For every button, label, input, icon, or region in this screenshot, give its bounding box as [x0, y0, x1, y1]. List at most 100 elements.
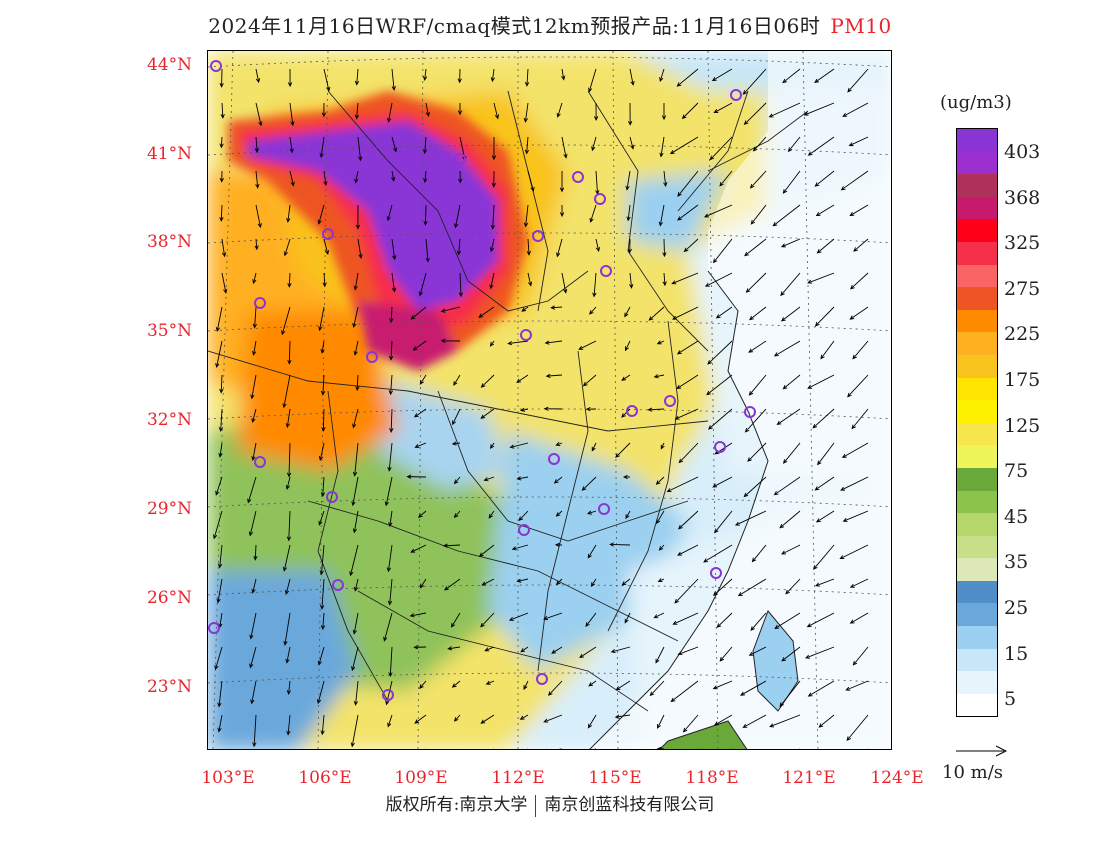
wind-vector [742, 714, 767, 728]
wind-vector [481, 578, 495, 586]
wind-vector [659, 136, 665, 158]
city-marker-icon [520, 329, 532, 341]
wind-vector [453, 476, 461, 485]
title-variable: PM10 [830, 14, 892, 38]
wind-vector [254, 136, 260, 153]
wind-vector [285, 408, 291, 429]
wind-vector [556, 238, 563, 258]
legend-swatch [957, 129, 997, 152]
wind-vector [586, 510, 597, 515]
wind-vector [247, 476, 257, 504]
city-marker-icon [532, 230, 544, 242]
wind-vector [220, 102, 225, 119]
lon-label-112: 112°E [491, 768, 545, 788]
wind-vector [478, 544, 495, 557]
wind-vector [662, 238, 667, 258]
wind-vector [457, 102, 463, 116]
wind-vector [520, 646, 529, 653]
wind-vector [719, 170, 733, 187]
wind-vector [318, 510, 325, 526]
wind-vector [678, 442, 699, 464]
wind-vector [742, 68, 767, 95]
wind-vector [590, 578, 597, 588]
wind-vector [731, 748, 732, 749]
wind-vector [647, 407, 665, 412]
lat-lon-grid [208, 51, 891, 749]
wind-vector [318, 442, 325, 462]
lat-label-26: 26°N [146, 588, 192, 608]
wind-vector [251, 578, 257, 594]
city-marker-icon [254, 456, 266, 468]
wind-vector [595, 238, 601, 252]
wind-vector [357, 748, 358, 749]
legend-label: 5 [1004, 688, 1017, 711]
wind-vector [772, 204, 801, 227]
city-marker-icon [382, 689, 394, 701]
wind-vector [677, 204, 699, 221]
wind-vector [780, 306, 801, 322]
wind-vector [353, 680, 359, 706]
wind-vector [322, 272, 327, 288]
city-marker-icon [664, 395, 676, 407]
wind-vector [425, 748, 426, 749]
wind-vector [553, 476, 563, 484]
legend-swatch [957, 219, 997, 242]
city-marker-icon [210, 60, 222, 72]
wind-vector [807, 680, 835, 697]
wind-vector [849, 578, 869, 588]
wind-vector [422, 136, 428, 155]
legend-swatch [957, 174, 997, 197]
wind-vector [588, 68, 597, 93]
wind-vector [663, 170, 668, 187]
wind-vector [454, 204, 461, 229]
wind-vector [485, 680, 495, 685]
wind-vector [458, 272, 463, 298]
wind-vector [709, 136, 733, 161]
wind-vector [491, 170, 496, 188]
wind-vector [676, 374, 699, 390]
legend-label: 35 [1004, 551, 1029, 574]
wind-vector [712, 680, 733, 690]
city-marker-icon [518, 524, 530, 536]
lon-label-121: 121°E [782, 768, 836, 788]
wind-vector [480, 714, 495, 724]
footer-copyright: 版权所有:南京大学 [385, 795, 528, 815]
wind-vector [219, 170, 224, 183]
wind-vector [440, 306, 461, 313]
wind-vector [614, 714, 631, 719]
wind-vector [219, 204, 224, 222]
wind-vector [657, 714, 665, 729]
wind-vector [391, 272, 397, 293]
wind-vector [555, 441, 563, 446]
wind-vector [747, 442, 767, 462]
wind-vector [713, 102, 733, 114]
legend-swatch [957, 467, 997, 491]
wind-vector [351, 646, 359, 672]
wind-vector [849, 306, 869, 320]
wind-vector [317, 646, 325, 666]
lon-label-106: 106°E [298, 768, 352, 788]
wind-vector [615, 442, 631, 458]
wind-vector [478, 306, 495, 318]
wind-vector [816, 238, 835, 254]
wind-vector [488, 510, 495, 519]
wind-vector [851, 408, 869, 430]
wind-vector [320, 374, 326, 396]
wind-vector [321, 408, 326, 432]
wind-vector [391, 136, 398, 153]
wind-vector [413, 408, 427, 418]
wind-vector [589, 204, 597, 223]
wind-vector [782, 68, 801, 84]
wind-vector [221, 238, 227, 258]
wind-vector [555, 510, 563, 517]
wind-vector [839, 544, 869, 560]
legend-swatch [957, 309, 997, 333]
legend-swatch [957, 422, 997, 446]
wind-vector [750, 204, 767, 225]
wind-vector [670, 680, 699, 703]
legend-label: 75 [1004, 460, 1029, 483]
wind-vector [215, 340, 223, 368]
chart-title: 2024年11月16日WRF/cmaq模式12km预报产品:11月16日06时 P… [0, 10, 1100, 39]
wind-vector [672, 306, 699, 320]
wind-vector [719, 646, 733, 662]
